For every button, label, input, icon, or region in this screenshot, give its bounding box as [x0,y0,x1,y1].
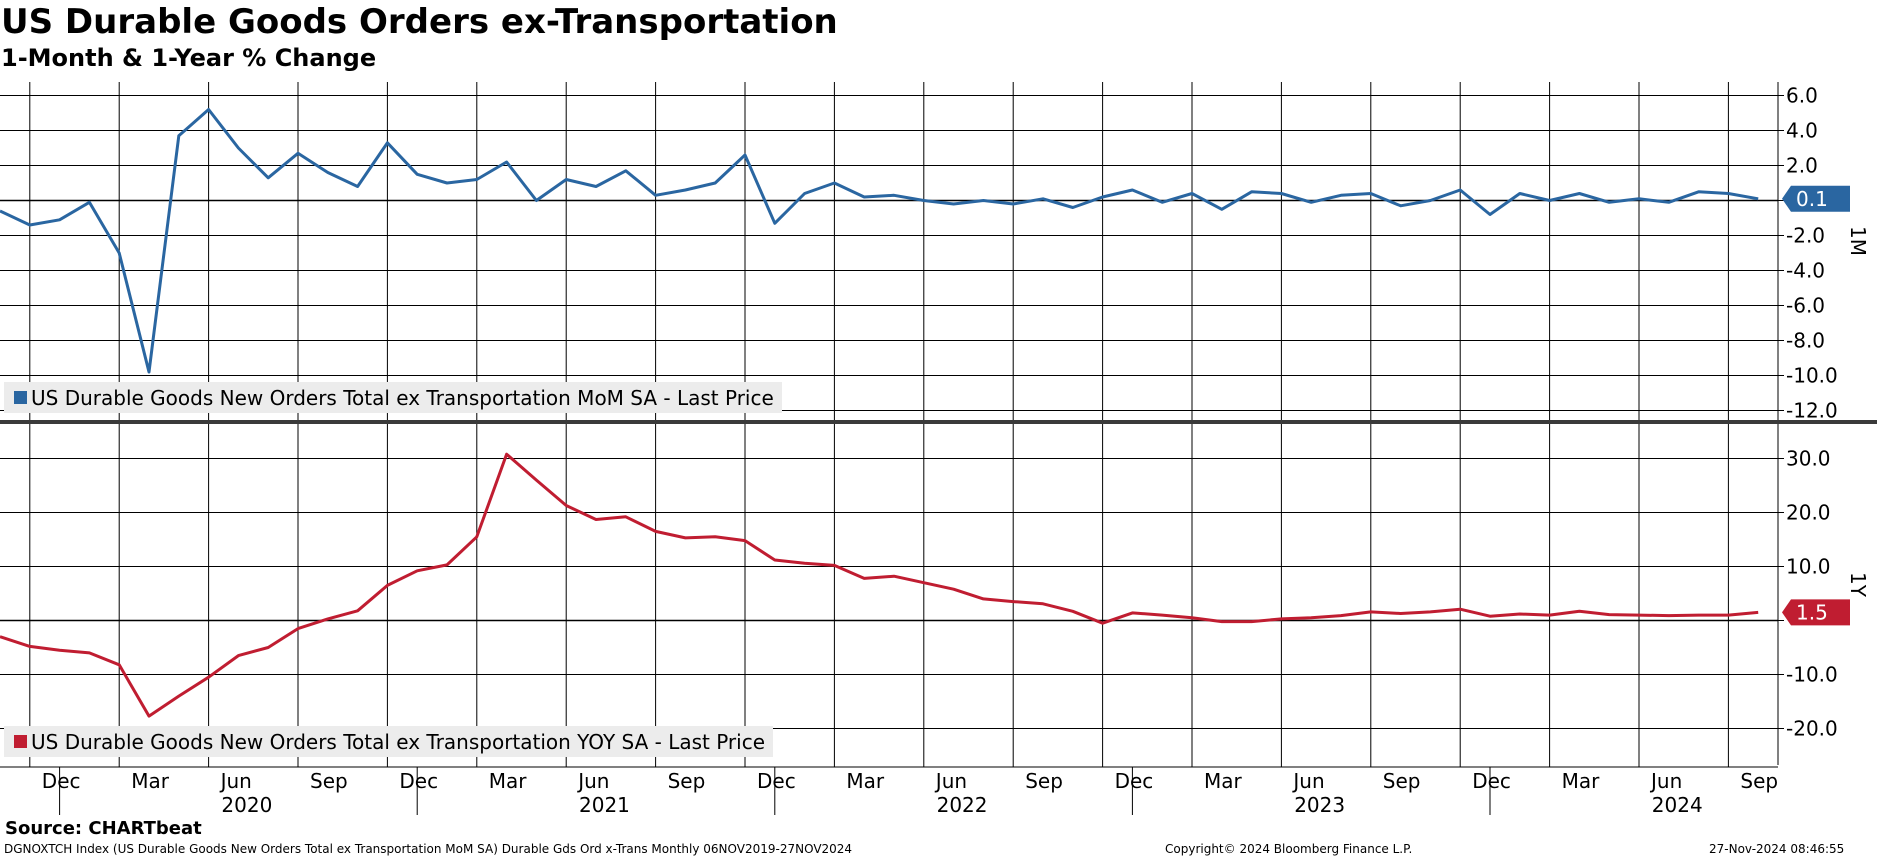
month-tick-label: Dec [1472,769,1511,793]
time-axis: Dec Mar Jun Sep Dec Mar Jun Sep Dec Mar Jun Sep Dec M… [0,82,1877,817]
month-tick-label: Dec [1115,769,1154,793]
mom-y-tick-label: -8.0 [1786,329,1825,353]
mom-panel-label: 1M [1846,226,1870,256]
yoy-y-tick-label: 10.0 [1786,555,1831,579]
ticker-note: DGNOXTCH Index (US Durable Goods New Ord… [4,842,853,856]
month-tick-label: Sep [668,769,706,793]
month-tick-label: Jun [576,769,609,793]
yoy-legend-swatch [14,735,27,748]
chart-subtitle: 1-Month & 1-Year % Change [1,44,377,72]
month-tick-label: Mar [846,769,885,793]
mom-y-tick-label: 4.0 [1786,119,1818,143]
yoy-legend-label: US Durable Goods New Orders Total ex Tra… [31,729,766,754]
chart-title: US Durable Goods Orders ex-Transportatio… [1,2,838,42]
yoy-y-tick-label: -10.0 [1786,663,1838,687]
mom-y-tick-label: 6.0 [1786,84,1818,108]
month-tick-label: Dec [399,769,438,793]
yoy-legend: US Durable Goods New Orders Total ex Tra… [4,726,774,757]
yoy-y-tick-label: 20.0 [1786,501,1831,525]
year-tick-label: 2024 [1652,793,1703,817]
mom-series-line [0,108,1759,374]
mom-y-tick-label: -2.0 [1786,224,1825,248]
yoy-series-line [0,452,1759,718]
mom-last-value-label: 0.1 [1796,187,1828,211]
month-tick-label: Sep [1740,769,1778,793]
yoy-last-value-badge [1782,599,1850,626]
month-tick-label: Jun [934,769,967,793]
month-tick-label: Mar [489,769,528,793]
mom-last-value-badge [1782,185,1850,212]
month-tick-label: Sep [1025,769,1063,793]
panel-separator [0,420,1877,424]
mom-legend: US Durable Goods New Orders Total ex Tra… [4,382,782,413]
mom-y-tick-label: -12.0 [1786,399,1838,423]
month-tick-label: Jun [219,769,252,793]
mom-y-tick-label: -6.0 [1786,294,1825,318]
timestamp: 27-Nov-2024 08:46:55 [1709,842,1845,856]
mom-legend-swatch [14,391,27,404]
mom-y-tick-label: 2.0 [1786,154,1818,178]
yoy-y-tick-label: -20.0 [1786,717,1838,741]
yoy-panel [0,452,1759,718]
month-tick-label: Dec [757,769,796,793]
mom-panel [0,108,1759,374]
mom-y-tick-label: -4.0 [1786,259,1825,283]
yoy-y-tick-label: 30.0 [1786,447,1831,471]
month-tick-label: Mar [1204,769,1243,793]
month-tick-label: Dec [42,769,81,793]
yoy-panel-label: 1Y [1846,572,1870,598]
month-tick-label: Jun [1291,769,1324,793]
grid-lines [0,82,1778,767]
month-tick-label: Mar [131,769,170,793]
month-tick-label: Sep [1383,769,1421,793]
year-tick-label: 2023 [1294,793,1345,817]
mom-y-tick-label: -10.0 [1786,364,1838,388]
year-tick-label: 2021 [579,793,630,817]
year-tick-label: 2020 [221,793,272,817]
month-tick-label: Sep [310,769,348,793]
year-tick-label: 2022 [937,793,988,817]
source-note: Source: CHARTbeat [5,818,202,839]
yoy-last-value-label: 1.5 [1796,600,1828,624]
copyright-note: Copyright© 2024 Bloomberg Finance L.P. [1165,842,1413,856]
month-tick-label: Mar [1562,769,1601,793]
month-tick-label: Jun [1649,769,1682,793]
mom-legend-label: US Durable Goods New Orders Total ex Tra… [31,385,774,410]
